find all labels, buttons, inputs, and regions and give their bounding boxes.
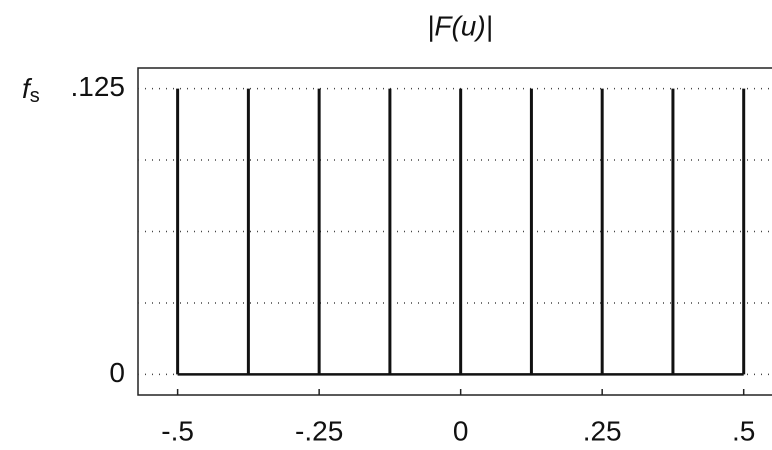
x-tick-label: -.25 [295,415,343,446]
y-tick-label: .125 [71,71,126,102]
plot-frame [137,67,772,396]
x-tick-label: 0 [453,415,469,446]
y-label-subscript: s [30,85,40,107]
y-tick-label: 0 [109,357,125,388]
chart-title: |F(u)| [427,10,493,41]
x-tick-label: .5 [732,415,755,446]
y-label: fs [22,73,40,107]
x-tick-label: .25 [583,415,622,446]
x-tick-label: -.5 [161,415,194,446]
y-label-symbol: f [22,73,33,104]
